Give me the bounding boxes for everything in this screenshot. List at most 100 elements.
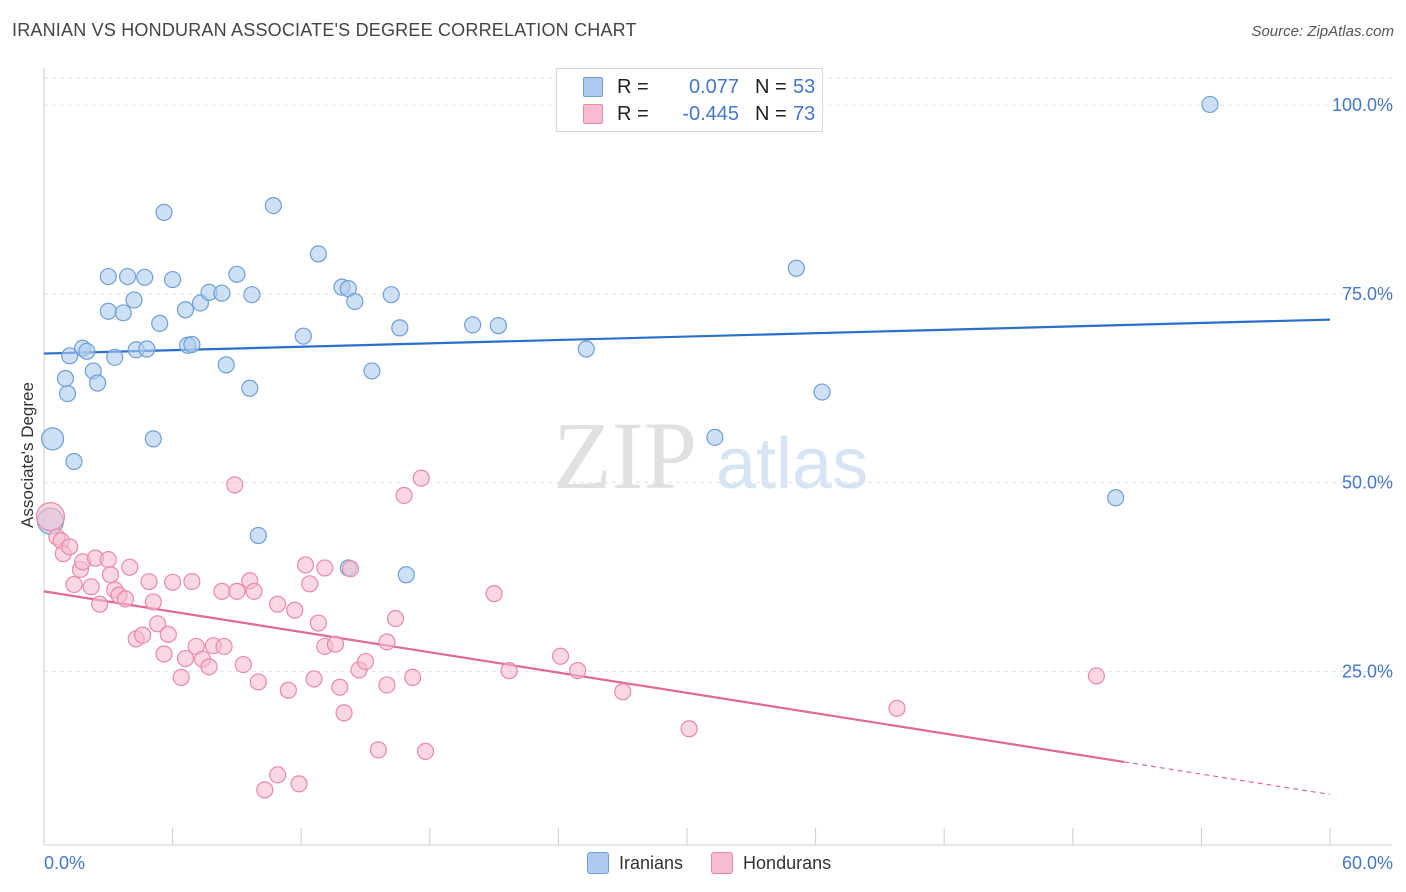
point-iranians — [243, 286, 261, 304]
point-hondurans — [144, 593, 162, 611]
series-legend-iranians[interactable]: Iranians — [587, 852, 683, 874]
point-hondurans — [412, 469, 430, 487]
point-hondurans — [215, 637, 233, 656]
series-swatch-hondurans — [711, 852, 734, 874]
point-iranians — [1107, 489, 1125, 507]
series-legend-hondurans[interactable]: Hondurans — [711, 852, 831, 874]
point-hondurans — [269, 595, 287, 613]
y-tick-label: 100.0% — [1332, 95, 1393, 115]
point-hondurans — [200, 658, 218, 676]
point-hondurans — [569, 662, 587, 680]
trend-line-hondurans — [43, 590, 1125, 764]
point-hondurans — [290, 775, 308, 793]
point-iranians — [309, 245, 327, 263]
point-iranians — [176, 301, 195, 319]
y-tick-label: 25.0% — [1342, 661, 1393, 681]
series-swatch-iranians — [587, 852, 609, 874]
point-iranians — [183, 335, 201, 354]
point-hondurans — [309, 614, 327, 632]
point-hondurans — [140, 572, 158, 591]
point-hondurans — [305, 670, 323, 688]
point-hondurans — [164, 573, 182, 591]
point-hondurans — [331, 678, 349, 696]
legend-n-value: 73 — [793, 102, 816, 125]
point-iranians — [813, 383, 831, 401]
point-hondurans — [614, 683, 632, 701]
point-hondurans — [551, 647, 570, 665]
point-hondurans — [172, 668, 190, 687]
point-hondurans — [148, 615, 167, 633]
point-hondurans — [269, 766, 287, 784]
point-hondurans — [326, 635, 345, 653]
legend-n-label: N = — [755, 75, 787, 98]
point-iranians — [138, 340, 156, 358]
point-hondurans — [256, 781, 274, 799]
point-iranians — [228, 265, 246, 283]
point-iranians — [1201, 95, 1219, 114]
point-hondurans — [301, 575, 319, 593]
point-iranians — [706, 428, 724, 446]
y-tick-label: 50.0% — [1342, 473, 1393, 493]
point-iranians — [264, 196, 282, 215]
point-iranians — [99, 302, 117, 320]
tick-labels: 25.0% 50.0% 75.0% 100.0% 0.0% 60.0% — [44, 95, 1393, 873]
legend-n-value: 53 — [793, 75, 816, 98]
point-hondurans — [213, 582, 231, 600]
point-iranians — [213, 284, 231, 302]
point-iranians — [136, 268, 154, 286]
point-hondurans — [116, 590, 135, 608]
legend-n-label: N = — [755, 102, 787, 125]
y-axis-label: Associate's Degree — [18, 382, 37, 528]
point-hondurans — [35, 502, 66, 532]
point-hondurans — [416, 742, 435, 760]
point-hondurans — [155, 645, 173, 663]
point-iranians — [363, 362, 381, 380]
point-hondurans — [245, 582, 263, 600]
point-iranians — [294, 327, 312, 345]
data-points — [35, 95, 1219, 799]
point-hondurans — [65, 575, 83, 594]
point-hondurans — [183, 572, 201, 591]
point-hondurans — [1087, 667, 1105, 685]
trend-line-hondurans-extension — [1124, 761, 1331, 796]
point-hondurans — [378, 633, 396, 651]
point-hondurans — [888, 699, 906, 717]
point-hondurans — [234, 655, 252, 674]
legend-row-hondurans: R = -0.445 N = 73 — [583, 102, 815, 126]
series-legend: Iranians Hondurans — [587, 852, 859, 874]
point-hondurans — [133, 626, 152, 644]
point-iranians — [787, 259, 805, 277]
legend-box: R = 0.077 N = 53 R = -0.445 N = 73 — [556, 68, 823, 132]
point-hondurans — [369, 741, 387, 759]
point-hondurans — [378, 676, 396, 694]
point-iranians — [65, 452, 83, 471]
point-hondurans — [316, 559, 334, 577]
watermark-atlas: atlas — [716, 424, 868, 504]
point-hondurans — [159, 625, 177, 643]
point-hondurans — [286, 601, 304, 619]
point-hondurans — [82, 578, 100, 596]
point-hondurans — [279, 681, 297, 699]
point-hondurans — [99, 551, 117, 569]
point-iranians — [346, 292, 364, 311]
point-hondurans — [249, 673, 267, 691]
chart-title: IRANIAN VS HONDURAN ASSOCIATE'S DEGREE C… — [12, 20, 637, 40]
point-hondurans — [121, 558, 139, 576]
point-hondurans — [341, 560, 360, 578]
trend-line-iranians — [43, 318, 1331, 355]
point-iranians — [106, 348, 124, 366]
series-legend-label: Iranians — [619, 852, 684, 873]
point-iranians — [241, 379, 259, 397]
point-hondurans — [91, 595, 109, 613]
x-tick-label: 0.0% — [44, 853, 85, 873]
series-legend-label: Hondurans — [743, 852, 832, 873]
point-iranians — [217, 356, 235, 374]
point-iranians — [61, 347, 79, 365]
point-iranians — [391, 319, 409, 337]
point-hondurans — [680, 720, 698, 738]
point-iranians — [489, 317, 507, 335]
point-iranians — [151, 314, 169, 332]
point-hondurans — [228, 582, 246, 600]
legend-r-label: R = — [617, 102, 649, 125]
axes — [43, 68, 1392, 846]
